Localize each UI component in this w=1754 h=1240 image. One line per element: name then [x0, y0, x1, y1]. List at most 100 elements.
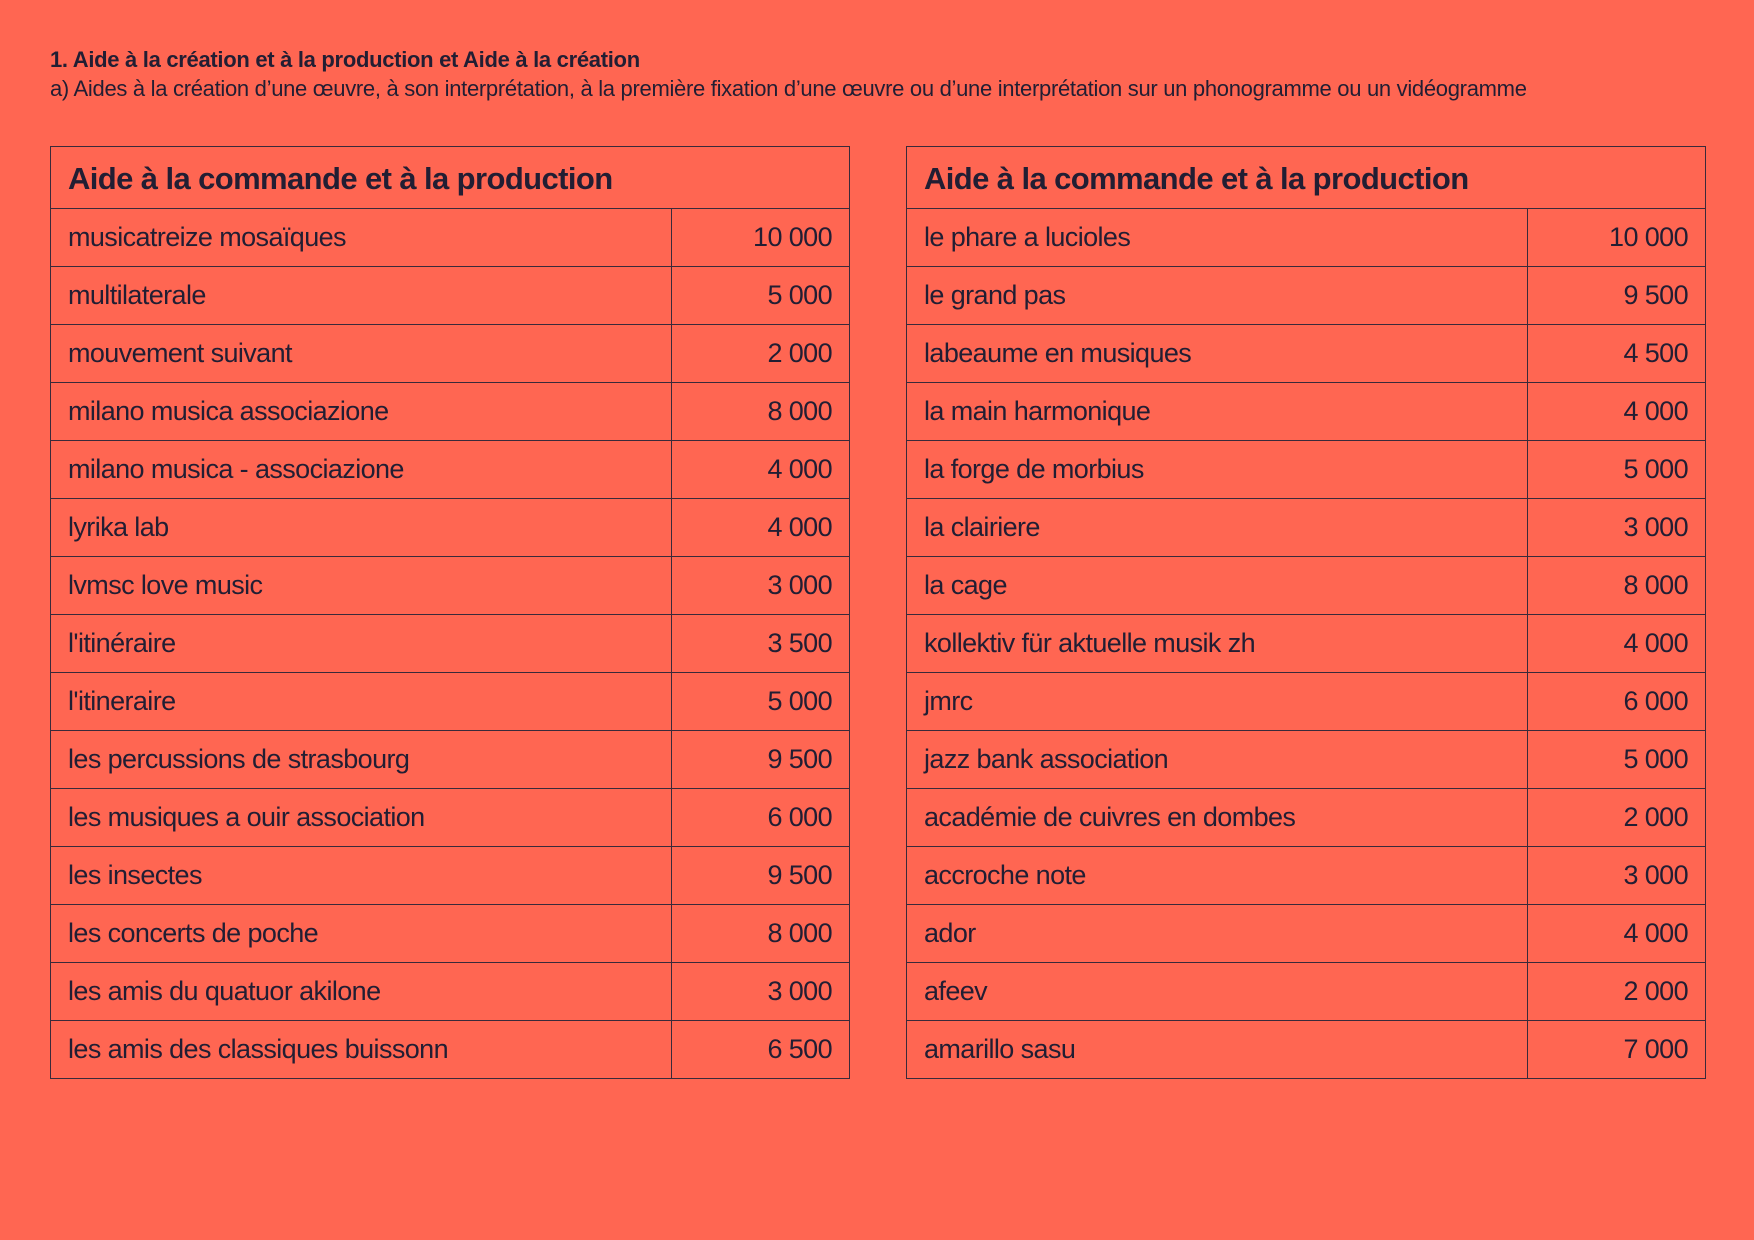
- recipient-name: la main harmonique: [906, 382, 1528, 441]
- table-row: la main harmonique 4 000: [906, 382, 1707, 441]
- table-row: lvmsc love music 3 000: [50, 556, 851, 615]
- table-row: accroche note 3 000: [906, 846, 1707, 905]
- recipient-name: la clairiere: [906, 498, 1528, 557]
- grant-amount: 4 000: [1526, 614, 1707, 673]
- grant-amount: 2 000: [1526, 788, 1707, 847]
- table-row: musicatreize mosaïques 10 000: [50, 208, 851, 267]
- table-body: le phare a lucioles 10 000 le grand pas 9 5…: [906, 208, 1707, 1079]
- recipient-name: les concerts de poche: [50, 904, 672, 963]
- table-row: la cage 8 000: [906, 556, 1707, 615]
- section-title: 1. Aide à la création et à la production…: [50, 47, 640, 72]
- grant-amount: 3 000: [1526, 846, 1707, 905]
- recipient-name: milano musica - associazione: [50, 440, 672, 499]
- grant-amount: 6 500: [670, 1020, 851, 1079]
- grant-amount: 2 000: [1526, 962, 1707, 1021]
- table-row: l'itineraire 5 000: [50, 672, 851, 731]
- recipient-name: l'itineraire: [50, 672, 672, 731]
- grant-amount: 10 000: [670, 208, 851, 267]
- funding-table-right: Aide à la commande et à la production le…: [905, 146, 1707, 1079]
- grant-amount: 3 000: [670, 556, 851, 615]
- table-row: ador 4 000: [906, 904, 1707, 963]
- table-row: mouvement suivant 2 000: [50, 324, 851, 383]
- table-row: les musiques a ouir association 6 000: [50, 788, 851, 847]
- grant-amount: 3 000: [670, 962, 851, 1021]
- grant-amount: 5 000: [1526, 730, 1707, 789]
- section-subtitle: a) Aides à la création d’une œuvre, à so…: [50, 76, 1527, 101]
- recipient-name: l'itinéraire: [50, 614, 672, 673]
- table-title: Aide à la commande et à la production: [49, 146, 851, 209]
- table-row: les amis du quatuor akilone 3 000: [50, 962, 851, 1021]
- table-row: la forge de morbius 5 000: [906, 440, 1707, 499]
- table-row: la clairiere 3 000: [906, 498, 1707, 557]
- recipient-name: les amis du quatuor akilone: [50, 962, 672, 1021]
- grant-amount: 9 500: [1526, 266, 1707, 325]
- recipient-name: lvmsc love music: [50, 556, 672, 615]
- table-row: lyrika lab 4 000: [50, 498, 851, 557]
- grant-amount: 8 000: [670, 382, 851, 441]
- table-row: l'itinéraire 3 500: [50, 614, 851, 673]
- grant-amount: 4 000: [670, 440, 851, 499]
- table-body: musicatreize mosaïques 10 000 multilateral…: [50, 208, 851, 1079]
- table-row: le grand pas 9 500: [906, 266, 1707, 325]
- recipient-name: le phare a lucioles: [906, 208, 1528, 267]
- grant-amount: 3 500: [670, 614, 851, 673]
- table-row: les insectes 9 500: [50, 846, 851, 905]
- table-row: jmrc 6 000: [906, 672, 1707, 731]
- recipient-name: ador: [906, 904, 1528, 963]
- grant-amount: 10 000: [1526, 208, 1707, 267]
- table-row: le phare a lucioles 10 000: [906, 208, 1707, 267]
- table-row: les amis des classiques buissonn 6 500: [50, 1020, 851, 1079]
- table-row: les concerts de poche 8 000: [50, 904, 851, 963]
- grant-amount: 2 000: [670, 324, 851, 383]
- table-header-row: Aide à la commande et à la production: [49, 146, 851, 209]
- table-row: kollektiv für aktuelle musik zh 4 000: [906, 614, 1707, 673]
- recipient-name: amarillo sasu: [906, 1020, 1528, 1079]
- grant-amount: 8 000: [1526, 556, 1707, 615]
- grant-amount: 5 000: [670, 672, 851, 731]
- grant-amount: 4 000: [1526, 382, 1707, 441]
- document-heading: 1. Aide à la création et à la production…: [50, 46, 1730, 104]
- recipient-name: musicatreize mosaïques: [50, 208, 672, 267]
- table-row: milano musica - associazione 4 000: [50, 440, 851, 499]
- recipient-name: accroche note: [906, 846, 1528, 905]
- recipient-name: académie de cuivres en dombes: [906, 788, 1528, 847]
- grant-amount: 6 000: [1526, 672, 1707, 731]
- grant-amount: 3 000: [1526, 498, 1707, 557]
- recipient-name: les musiques a ouir association: [50, 788, 672, 847]
- grant-amount: 9 500: [670, 730, 851, 789]
- recipient-name: la forge de morbius: [906, 440, 1528, 499]
- grant-amount: 9 500: [670, 846, 851, 905]
- recipient-name: la cage: [906, 556, 1528, 615]
- table-title: Aide à la commande et à la production: [905, 146, 1707, 209]
- grant-amount: 5 000: [670, 266, 851, 325]
- recipient-name: jmrc: [906, 672, 1528, 731]
- grant-amount: 7 000: [1526, 1020, 1707, 1079]
- recipient-name: jazz bank association: [906, 730, 1528, 789]
- table-row: milano musica associazione 8 000: [50, 382, 851, 441]
- recipient-name: les insectes: [50, 846, 672, 905]
- table-row: amarillo sasu 7 000: [906, 1020, 1707, 1079]
- table-row: multilaterale 5 000: [50, 266, 851, 325]
- recipient-name: multilaterale: [50, 266, 672, 325]
- grant-amount: 6 000: [670, 788, 851, 847]
- grant-amount: 4 000: [670, 498, 851, 557]
- recipient-name: mouvement suivant: [50, 324, 672, 383]
- recipient-name: labeaume en musiques: [906, 324, 1528, 383]
- recipient-name: les percussions de strasbourg: [50, 730, 672, 789]
- table-header-row: Aide à la commande et à la production: [905, 146, 1707, 209]
- recipient-name: kollektiv für aktuelle musik zh: [906, 614, 1528, 673]
- recipient-name: le grand pas: [906, 266, 1528, 325]
- recipient-name: lyrika lab: [50, 498, 672, 557]
- table-row: les percussions de strasbourg 9 500: [50, 730, 851, 789]
- grant-amount: 4 500: [1526, 324, 1707, 383]
- table-row: académie de cuivres en dombes 2 000: [906, 788, 1707, 847]
- grant-amount: 5 000: [1526, 440, 1707, 499]
- grant-amount: 4 000: [1526, 904, 1707, 963]
- table-row: jazz bank association 5 000: [906, 730, 1707, 789]
- funding-table-left: Aide à la commande et à la production mu…: [49, 146, 851, 1079]
- table-row: labeaume en musiques 4 500: [906, 324, 1707, 383]
- table-row: afeev 2 000: [906, 962, 1707, 1021]
- recipient-name: afeev: [906, 962, 1528, 1021]
- grant-amount: 8 000: [670, 904, 851, 963]
- recipient-name: milano musica associazione: [50, 382, 672, 441]
